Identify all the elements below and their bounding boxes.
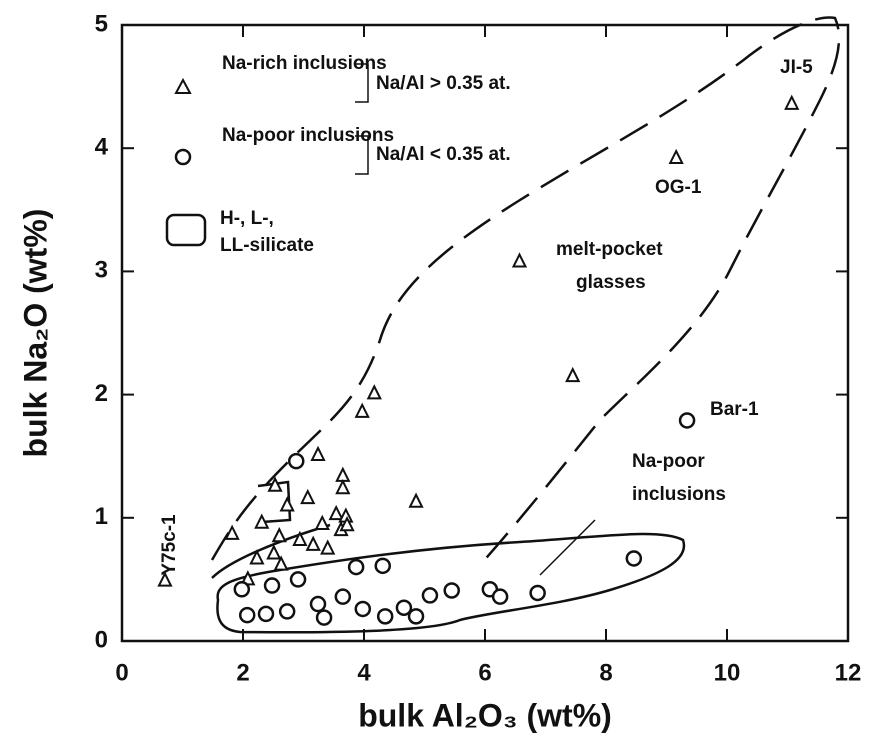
x-tick-label: 12 <box>835 659 862 686</box>
annotation: Bar-1 <box>710 399 759 420</box>
circle-point <box>354 600 372 618</box>
bracket <box>355 63 369 103</box>
triangle-point <box>267 476 283 492</box>
circle-point <box>407 608 425 625</box>
triangle-point <box>292 530 308 546</box>
triangle-point <box>300 488 316 505</box>
circle-point <box>233 581 251 598</box>
y-tick-label: 3 <box>95 257 108 284</box>
legend-label: Na-poor inclusions <box>222 125 394 146</box>
annotation: glasses <box>576 272 646 293</box>
y-axis-label: bulk Na₂O (wt%) <box>17 209 53 458</box>
plot-frame <box>120 23 850 643</box>
circle-point <box>529 584 546 602</box>
triangle-point <box>366 384 382 400</box>
triangle-point <box>784 94 800 110</box>
triangle-point <box>408 492 424 508</box>
annotation: inclusions <box>632 484 726 505</box>
y-tick-label: 5 <box>95 10 108 37</box>
triangle-point <box>320 539 336 555</box>
triangle-point <box>279 496 295 512</box>
triangle-point <box>339 515 355 532</box>
circle-point <box>421 587 439 604</box>
triangle-point <box>266 544 282 560</box>
x-tick-label: 6 <box>478 659 491 686</box>
circle-point <box>678 412 696 429</box>
legend-label: LL-silicate <box>220 235 314 256</box>
triangle-point <box>354 402 370 418</box>
triangle-point <box>254 513 270 529</box>
legend-box <box>165 213 207 247</box>
legend-triangle <box>174 77 192 94</box>
x-tick-label: 10 <box>714 659 741 686</box>
circle-point <box>347 558 365 576</box>
triangle-point <box>565 366 581 383</box>
melt-pocket-outline <box>210 16 841 566</box>
triangle-point <box>328 504 344 521</box>
circle-point <box>374 557 392 575</box>
annotation: OG-1 <box>655 177 702 198</box>
y-tick-label: 0 <box>95 626 108 653</box>
triangle-point <box>668 148 684 165</box>
bracket <box>355 135 369 175</box>
triangle-point <box>271 527 287 543</box>
circle-point <box>376 608 394 625</box>
annotation: Na-poor <box>632 451 705 472</box>
annotation: melt-pocket <box>556 239 663 260</box>
circle-point <box>443 582 460 599</box>
legend-circle <box>174 148 192 166</box>
annotation: Y75c-1 <box>159 514 180 576</box>
circle-point <box>491 588 509 605</box>
triangle-point <box>511 252 528 268</box>
circle-point <box>334 588 352 605</box>
circle-point <box>309 595 327 613</box>
y-tick-label: 2 <box>95 380 108 407</box>
na-poor-outline <box>216 532 686 634</box>
circle-point <box>257 605 275 623</box>
triangle-point <box>273 555 289 571</box>
annotation: JI-5 <box>780 57 813 78</box>
y-tick-label: 1 <box>95 503 108 530</box>
leader-line <box>539 519 596 576</box>
x-tick-label: 0 <box>115 659 128 686</box>
legend-note: Na/Al < 0.35 at. <box>376 144 511 165</box>
triangle-point <box>249 549 265 565</box>
boundary-line <box>211 523 331 579</box>
triangle-point <box>224 524 240 540</box>
triangle-point <box>157 571 173 587</box>
circle-point <box>278 603 296 620</box>
triangle-point <box>310 445 326 461</box>
x-tick-label: 4 <box>357 659 371 686</box>
circle-point <box>289 571 307 588</box>
circle-point <box>625 550 643 567</box>
triangle-point <box>314 514 330 530</box>
triangle-point <box>335 478 351 495</box>
circle-point <box>238 606 256 624</box>
x-tick-label: 2 <box>236 659 249 686</box>
circle-point <box>263 577 281 594</box>
legend-label: H-, L-, <box>220 208 274 229</box>
triangle-point <box>305 535 321 551</box>
legend-note: Na/Al > 0.35 at. <box>376 73 511 94</box>
circle-point <box>315 609 333 626</box>
x-tick-label: 8 <box>599 659 612 686</box>
x-axis-label: bulk Al₂O₃ (wt%) <box>358 697 612 733</box>
circle-point <box>287 452 305 470</box>
circle-point <box>395 599 413 616</box>
y-tick-label: 4 <box>95 134 109 161</box>
legend-label: Na-rich inclusions <box>222 53 387 74</box>
